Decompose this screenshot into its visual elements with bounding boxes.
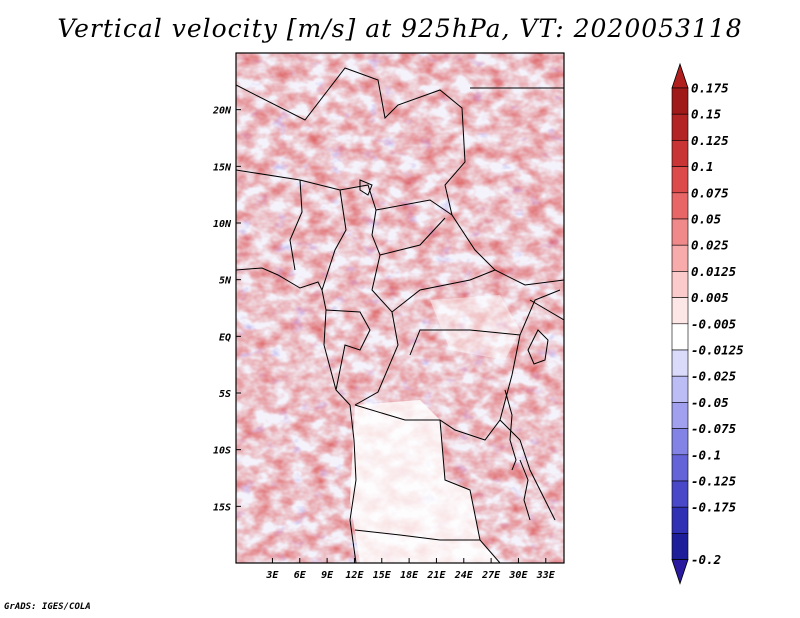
map-frame (235, 52, 565, 564)
lat-tick-label: 15N (213, 162, 232, 173)
lon-tick-label: 30E (508, 570, 528, 581)
colorbar-swatch (671, 323, 689, 351)
colorbar-label: -0.2 (691, 552, 721, 567)
colorbar-swatch (671, 271, 689, 298)
colorbar: 0.175 0.15 0.125 0.1 0.075 0.05 0.025 0.0125 0.0… (671, 62, 744, 585)
colorbar-swatch (671, 349, 689, 377)
colorbar-label: 0.125 (691, 133, 729, 148)
colorbar-swatch (671, 506, 689, 534)
colorbar-label: -0.175 (691, 500, 737, 515)
lat-tick-label: 5N (219, 276, 232, 287)
map-title: Vertical velocity [m/s] at 925hPa, VT: 2… (57, 14, 743, 43)
colorbar-label: -0.05 (691, 395, 729, 410)
colorbar-swatch (671, 244, 689, 272)
colorbar-label: 0.05 (691, 212, 722, 227)
lon-tick-label: 9E (321, 570, 334, 581)
lon-tick-label: 21E (426, 570, 446, 581)
colorbar-swatch (671, 375, 689, 403)
colorbar-swatch (671, 113, 689, 141)
lon-tick-label: 6E (294, 570, 307, 581)
colorbar-label: 0.005 (691, 290, 729, 305)
lat-tick-label: 20N (212, 106, 232, 117)
colorbar-label: 0.15 (691, 107, 722, 122)
lon-tick-label: 33E (536, 570, 556, 581)
colorbar-swatch (671, 533, 689, 560)
lat-tick-label: EQ (219, 332, 231, 343)
colorbar-label: 0.025 (691, 238, 729, 253)
colorbar-label: -0.025 (691, 369, 737, 384)
colorbar-label: 0.1 (691, 159, 714, 174)
colorbar-swatch (671, 87, 689, 115)
colorbar-swatch (671, 140, 689, 167)
colorbar-label: 0.0125 (691, 264, 737, 279)
colorbar-label: 0.175 (691, 81, 729, 96)
latitude-axis: 20N 15N 10N 5N EQ 5S 10S 15S (212, 106, 241, 513)
colorbar-swatch (671, 297, 689, 325)
colorbar-swatch (671, 454, 689, 482)
colorbar-label: 0.075 (691, 185, 729, 200)
colorbar-swatch (671, 480, 689, 508)
velocity-field (236, 53, 564, 563)
colorbar-swatch (671, 428, 689, 456)
colorbar-label: -0.005 (691, 316, 737, 331)
lon-tick-label: 27E (481, 570, 501, 581)
longitude-axis: 3E 6E 9E 12E 15E 18E 21E 24E 27E 30E 33E (265, 558, 556, 581)
colorbar-swatch (671, 192, 689, 220)
lon-tick-label: 12E (345, 570, 364, 581)
lon-tick-label: 18E (400, 570, 419, 581)
lon-tick-label: 3E (265, 570, 279, 581)
lat-tick-label: 5S (219, 389, 231, 400)
lon-tick-label: 24E (454, 570, 474, 581)
colorbar-label: -0.0125 (691, 343, 744, 358)
colorbar-label: -0.125 (691, 474, 737, 489)
colorbar-swatch (671, 402, 689, 429)
colorbar-top-arrow (671, 62, 689, 89)
colorbar-swatch (671, 166, 689, 194)
country-borders (236, 67, 564, 563)
lat-tick-label: 15S (213, 502, 231, 513)
grads-credit: GrADS: IGES/COLA (4, 602, 91, 612)
lat-tick-label: 10N (213, 219, 232, 230)
lat-tick-label: 10S (213, 446, 231, 457)
colorbar-bottom-arrow (671, 559, 689, 585)
colorbar-label: -0.1 (691, 447, 721, 462)
colorbar-label: -0.075 (691, 421, 737, 436)
lon-tick-label: 15E (373, 570, 392, 581)
colorbar-swatch (671, 218, 689, 246)
